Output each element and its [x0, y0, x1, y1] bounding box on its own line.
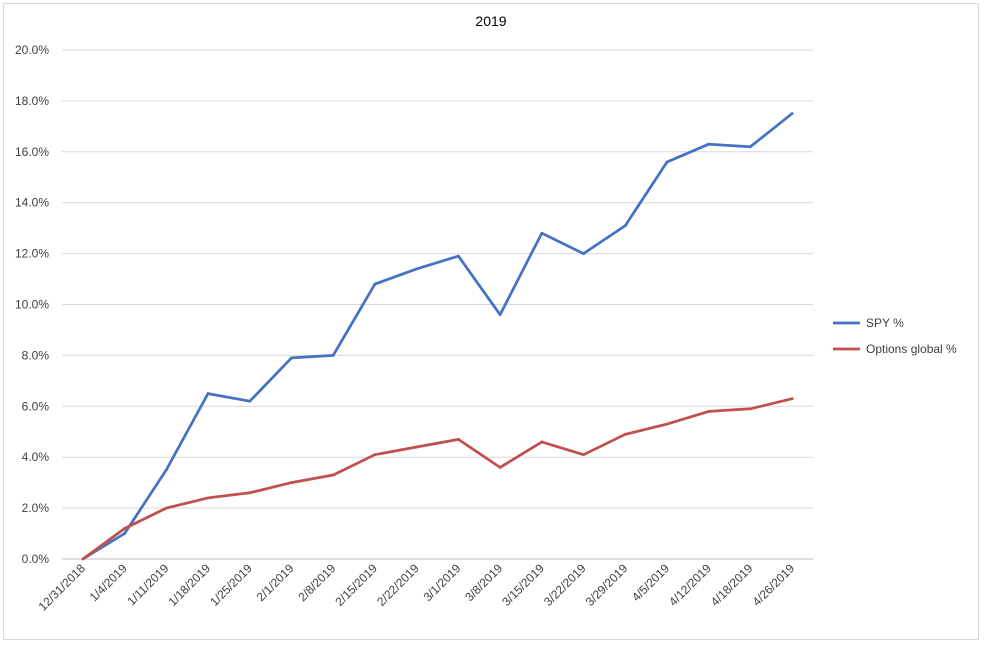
- data-point: [540, 440, 544, 444]
- data-point: [707, 409, 711, 413]
- data-point: [206, 392, 210, 395]
- data-point: [415, 267, 419, 271]
- x-tick-label: 1/25/2019: [207, 561, 255, 609]
- y-tick-label: 14.0%: [15, 196, 49, 210]
- data-point: [623, 224, 627, 228]
- data-point: [707, 142, 711, 146]
- x-tick-label: 1/4/2019: [87, 561, 130, 604]
- data-point: [498, 313, 502, 317]
- data-point: [373, 282, 377, 286]
- data-point: [456, 254, 460, 258]
- x-tick-label: 1/11/2019: [124, 561, 171, 608]
- y-tick-label: 10.0%: [15, 298, 49, 312]
- legend: SPY % Options global %: [833, 316, 957, 356]
- data-point: [123, 527, 126, 530]
- data-point: [540, 231, 544, 235]
- x-tick-label: 2/8/2019: [295, 561, 338, 604]
- data-point: [582, 252, 585, 256]
- x-tick-label: 3/22/2019: [541, 561, 589, 609]
- y-tick-label: 6.0%: [22, 399, 50, 413]
- data-point: [248, 399, 252, 403]
- data-point: [749, 407, 752, 411]
- data-point: [498, 465, 502, 469]
- series-line-options-global: [81, 397, 794, 561]
- y-tick-label: 12.0%: [15, 247, 49, 261]
- data-point: [665, 422, 669, 426]
- data-point: [373, 453, 377, 457]
- data-point: [749, 145, 752, 149]
- data-point: [164, 468, 168, 472]
- y-tick-label: 8.0%: [22, 348, 50, 362]
- x-tick-label: 4/5/2019: [629, 561, 672, 604]
- y-tick-label: 4.0%: [22, 450, 50, 464]
- chart-title: 2019: [475, 13, 506, 29]
- data-point: [290, 356, 293, 360]
- y-tick-label: 18.0%: [15, 94, 49, 108]
- y-tick-label: 2.0%: [22, 501, 50, 515]
- y-tick-label: 20.0%: [15, 43, 49, 57]
- x-tick-label: 2/1/2019: [254, 561, 297, 604]
- data-point: [123, 532, 126, 535]
- data-point: [331, 354, 335, 357]
- series-line-spy: [81, 112, 794, 561]
- y-axis: 0.0% 2.0% 4.0% 6.0% 8.0% 10.0% 12.0% 14.0% 16.0%…: [15, 43, 49, 566]
- series-lines: [81, 112, 794, 561]
- data-point: [290, 481, 293, 485]
- legend-label: Options global %: [866, 342, 957, 356]
- x-tick-label: 3/1/2019: [421, 561, 464, 604]
- data-point: [248, 491, 252, 495]
- data-point: [665, 160, 669, 164]
- data-point: [456, 437, 460, 441]
- data-point: [331, 473, 335, 477]
- legend-label: SPY %: [866, 316, 904, 330]
- x-tick-label: 4/12/2019: [666, 561, 714, 609]
- y-tick-label: 0.0%: [22, 552, 50, 566]
- data-point: [206, 496, 210, 500]
- x-tick-label: 2/22/2019: [374, 561, 422, 609]
- x-tick-label: 4/26/2019: [750, 561, 798, 609]
- data-point: [81, 557, 85, 561]
- x-tick-label: 4/18/2019: [708, 561, 756, 609]
- data-point: [790, 112, 794, 116]
- data-point: [623, 432, 627, 436]
- x-axis: 12/31/20181/4/20191/11/20191/18/20191/25…: [36, 561, 798, 614]
- x-tick-label: 12/31/2018: [36, 561, 89, 614]
- x-tick-label: 1/18/2019: [165, 561, 213, 609]
- x-tick-label: 3/8/2019: [462, 561, 505, 604]
- gridlines: [62, 49, 813, 560]
- data-point: [790, 397, 794, 401]
- x-tick-label: 3/29/2019: [583, 561, 631, 609]
- x-tick-label: 3/15/2019: [499, 561, 547, 609]
- data-point: [164, 506, 168, 510]
- data-point: [415, 445, 419, 449]
- data-point: [582, 453, 585, 457]
- chart-frame: [3, 3, 979, 640]
- y-tick-label: 16.0%: [15, 145, 49, 159]
- x-tick-label: 2/15/2019: [332, 561, 380, 609]
